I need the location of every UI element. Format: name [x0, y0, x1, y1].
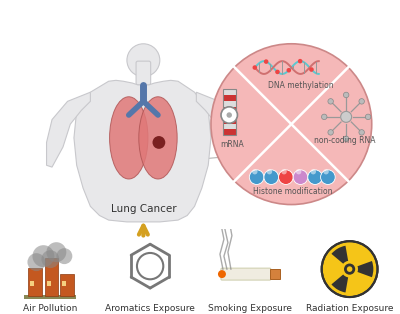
Circle shape [322, 241, 378, 297]
Circle shape [296, 169, 301, 174]
Bar [223, 112, 236, 118]
Circle shape [286, 68, 291, 73]
Circle shape [275, 70, 280, 74]
Polygon shape [46, 92, 90, 167]
Wedge shape [358, 261, 373, 277]
Bar [223, 118, 236, 124]
Circle shape [264, 170, 278, 184]
Circle shape [344, 263, 355, 275]
Bar [223, 101, 236, 106]
Bar [30, 281, 34, 286]
Bar [28, 268, 42, 296]
Bar [46, 258, 58, 296]
Circle shape [308, 170, 322, 184]
Circle shape [267, 169, 272, 174]
Text: mRNA: mRNA [220, 140, 244, 149]
Circle shape [365, 114, 371, 120]
Circle shape [298, 59, 302, 63]
Bar [223, 95, 236, 101]
Text: Aromatics Exposure: Aromatics Exposure [105, 304, 195, 312]
FancyBboxPatch shape [136, 61, 151, 85]
Text: Histone modification: Histone modification [254, 187, 333, 196]
Circle shape [46, 242, 66, 262]
Ellipse shape [139, 97, 177, 179]
Wedge shape [332, 274, 348, 293]
Text: Radiation Exposure: Radiation Exposure [306, 304, 393, 312]
Circle shape [221, 107, 238, 123]
Bar [223, 124, 236, 129]
Circle shape [226, 112, 232, 118]
Polygon shape [74, 80, 211, 222]
Circle shape [328, 130, 333, 135]
Circle shape [341, 111, 352, 122]
Text: Lung Cancer: Lung Cancer [110, 204, 176, 214]
Circle shape [127, 44, 160, 77]
FancyBboxPatch shape [221, 268, 271, 280]
Circle shape [28, 253, 46, 271]
Bar [223, 106, 236, 112]
Bar [60, 274, 74, 296]
Circle shape [264, 59, 268, 64]
Circle shape [323, 169, 329, 174]
Circle shape [309, 67, 314, 72]
Circle shape [320, 170, 335, 184]
Circle shape [218, 270, 226, 278]
Bar [270, 269, 280, 279]
Wedge shape [332, 246, 348, 264]
Text: Smoking Exposure: Smoking Exposure [208, 304, 292, 312]
Text: Environmental pollution with epigenetic markers related to Lung Cancer: Environmental pollution with epigenetic … [12, 8, 400, 21]
Circle shape [347, 266, 352, 272]
Circle shape [344, 92, 349, 98]
Bar [47, 281, 51, 286]
Circle shape [281, 169, 287, 174]
Circle shape [252, 169, 258, 174]
Circle shape [310, 169, 316, 174]
Circle shape [328, 99, 333, 104]
Circle shape [344, 136, 349, 142]
Polygon shape [196, 92, 240, 167]
Bar [24, 295, 76, 299]
Ellipse shape [110, 97, 148, 179]
Circle shape [322, 114, 327, 120]
Text: non-coding RNA: non-coding RNA [314, 136, 375, 145]
Text: DNA methylation: DNA methylation [268, 81, 333, 90]
Circle shape [293, 170, 308, 184]
Text: Air Pollution: Air Pollution [23, 304, 78, 312]
Circle shape [211, 44, 372, 204]
Bar [223, 89, 236, 95]
Bar [62, 281, 66, 286]
Bar [223, 129, 236, 135]
Circle shape [249, 170, 264, 184]
Circle shape [278, 170, 293, 184]
Circle shape [252, 65, 257, 70]
Circle shape [32, 245, 54, 267]
Circle shape [359, 99, 364, 104]
Circle shape [42, 250, 59, 268]
Bar [223, 89, 236, 135]
Circle shape [56, 248, 72, 264]
Circle shape [152, 136, 165, 149]
Circle shape [359, 130, 364, 135]
